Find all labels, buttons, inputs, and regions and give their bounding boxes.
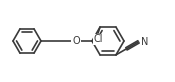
Text: N: N <box>141 37 148 47</box>
Text: O: O <box>72 36 80 46</box>
Text: Cl: Cl <box>93 34 103 44</box>
